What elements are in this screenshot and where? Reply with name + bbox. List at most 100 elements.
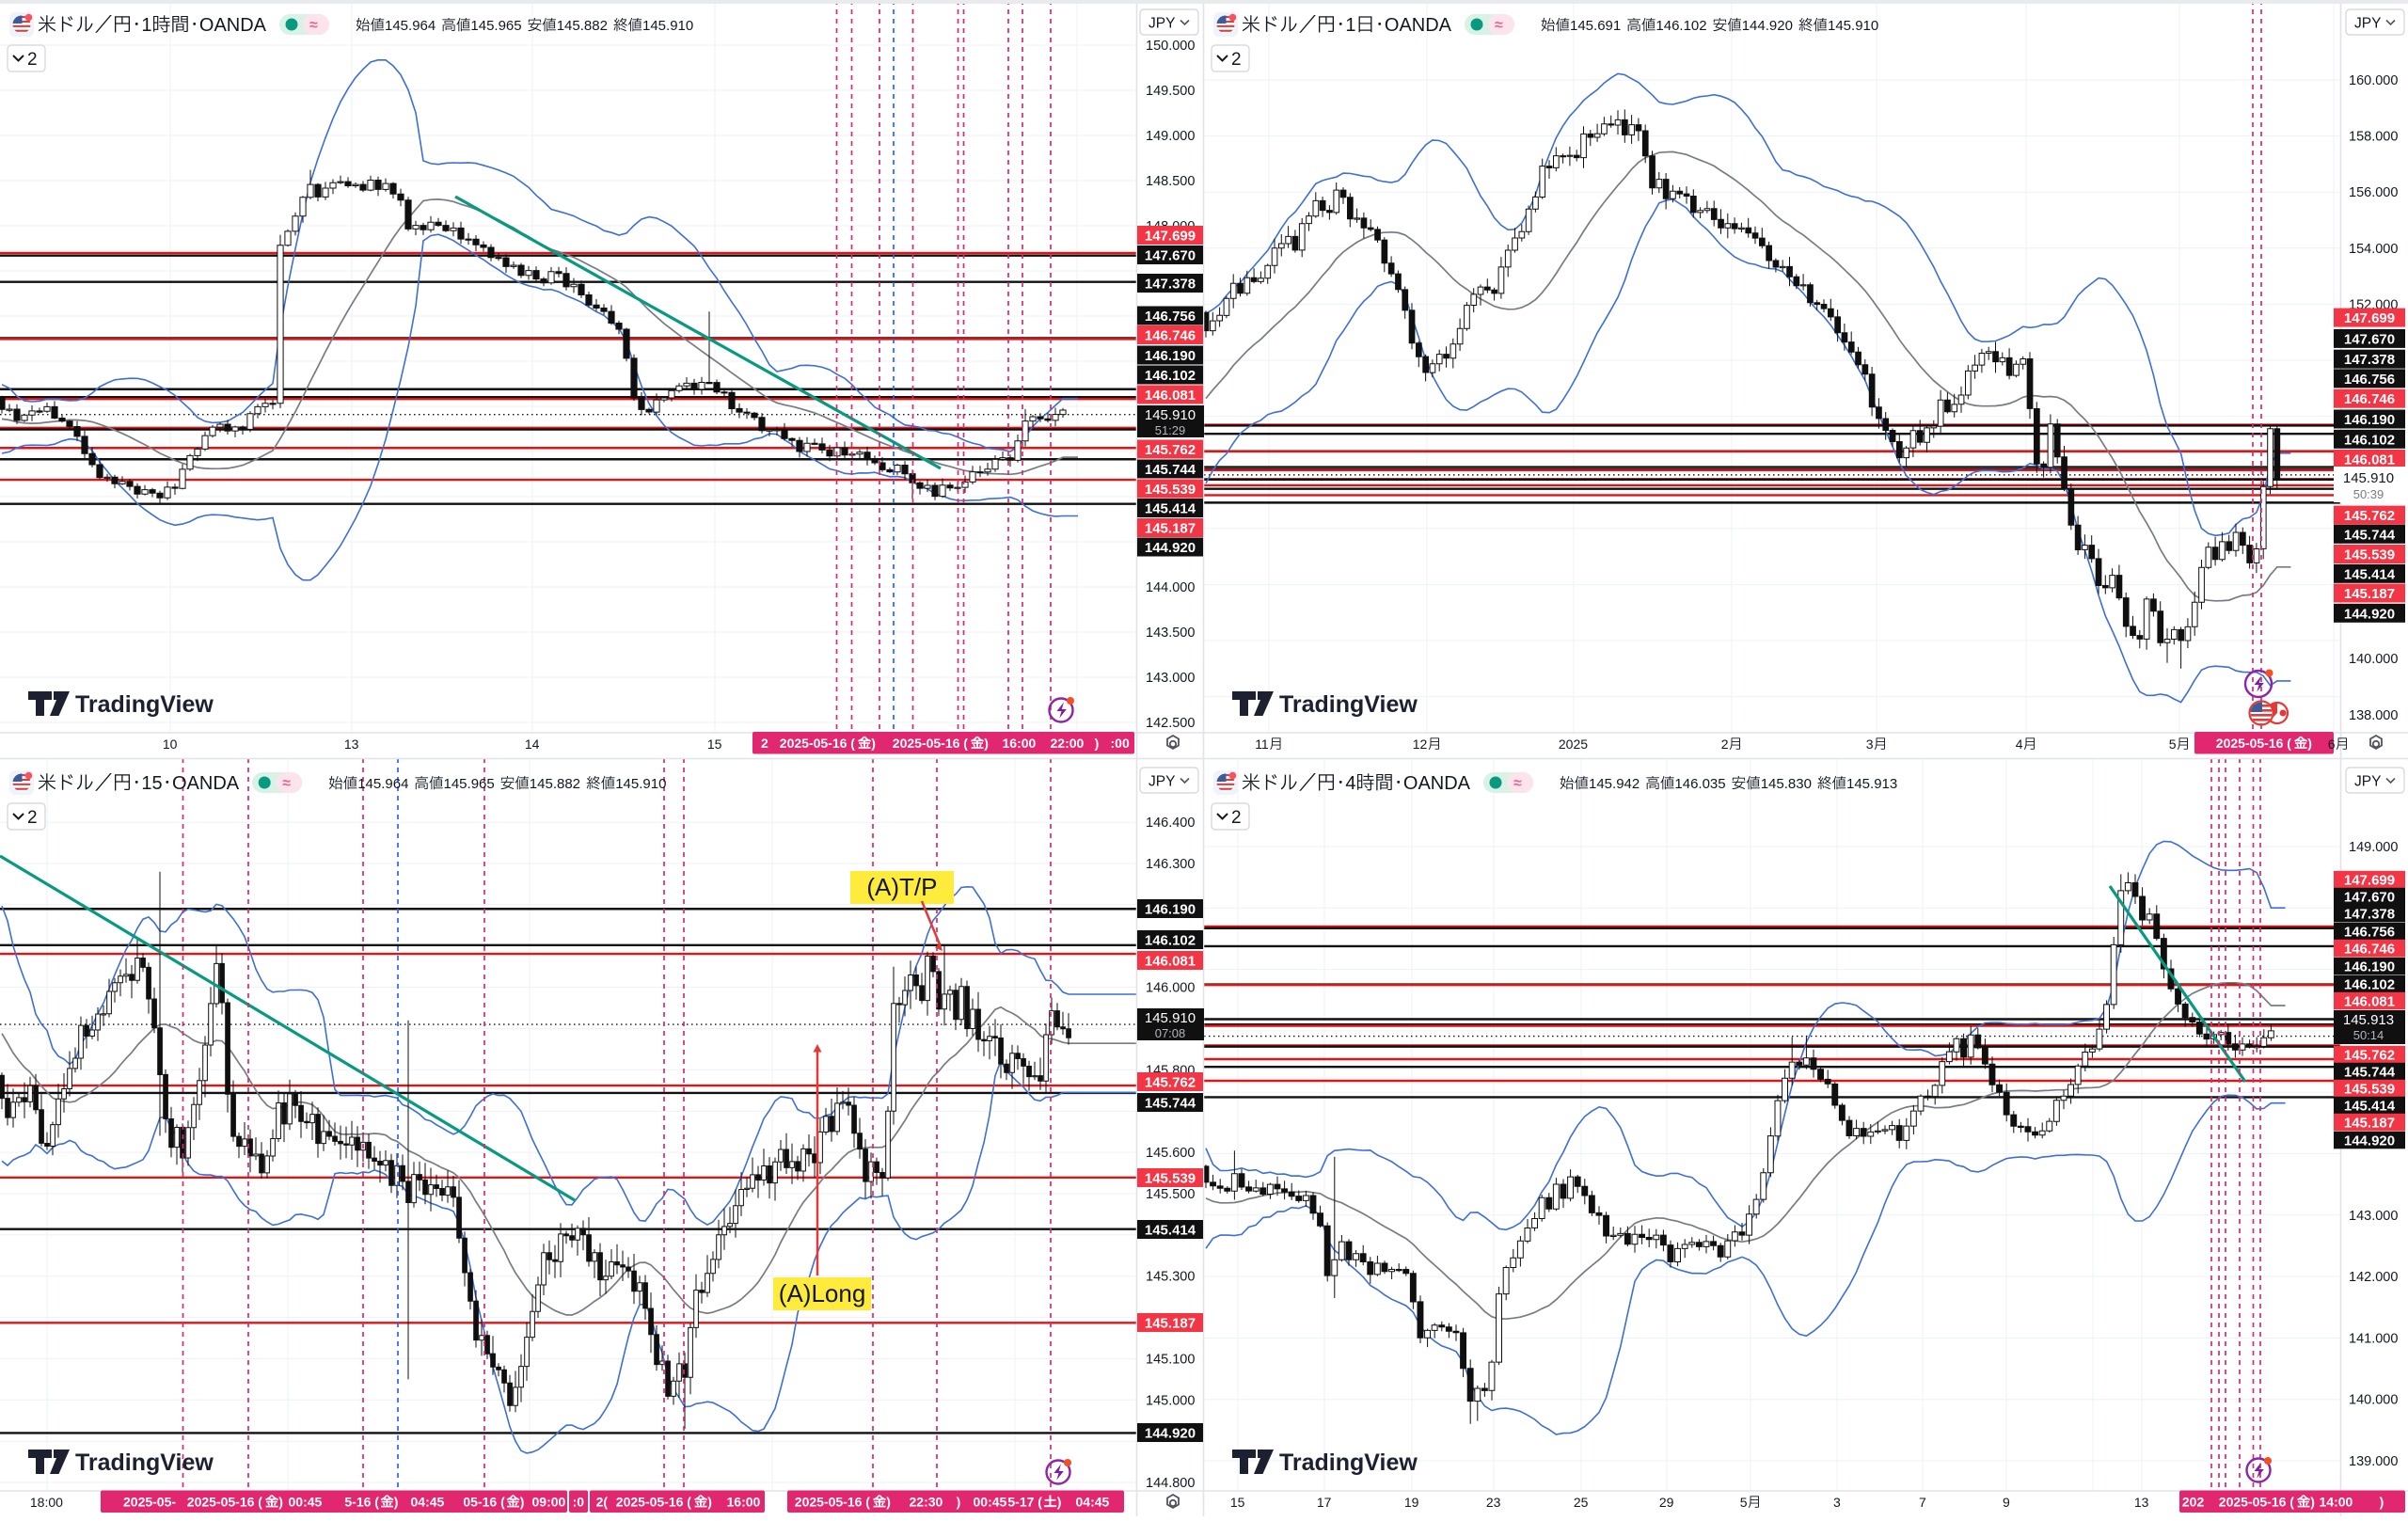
svg-text:): ) [871, 736, 876, 751]
svg-text:145.187: 145.187 [1145, 1316, 1196, 1332]
svg-text:05-16 (: 05-16 ( [463, 1495, 505, 1510]
svg-text:2(: 2( [596, 1495, 609, 1510]
svg-text:150.000: 150.000 [1146, 39, 1195, 54]
svg-text:(A)T/P: (A)T/P [866, 873, 937, 901]
svg-text:15: 15 [707, 737, 722, 752]
svg-text:145.910: 145.910 [2343, 470, 2394, 486]
svg-text:2: 2 [27, 808, 38, 828]
svg-text:146.746: 146.746 [1145, 328, 1196, 344]
svg-text:147.699: 147.699 [2344, 310, 2395, 326]
svg-text:144.000: 144.000 [1146, 580, 1195, 595]
svg-text:25: 25 [1574, 1495, 1589, 1510]
svg-text:146.081: 146.081 [2344, 994, 2395, 1010]
svg-text:04:45: 04:45 [1076, 1495, 1110, 1510]
svg-text:146.081: 146.081 [1145, 388, 1196, 404]
svg-text:143.500: 143.500 [1146, 626, 1195, 641]
svg-text:): ) [2307, 736, 2312, 751]
svg-text:1: 1 [141, 15, 151, 36]
svg-text:145.414: 145.414 [2344, 566, 2396, 582]
svg-text:4: 4 [1345, 773, 1355, 794]
svg-text:11: 11 [1255, 737, 1269, 752]
svg-text:145.913: 145.913 [2343, 1012, 2394, 1028]
svg-text:145.500: 145.500 [1146, 1187, 1195, 1202]
svg-text:7: 7 [1919, 1495, 1926, 1510]
svg-text:145.910: 145.910 [642, 18, 693, 34]
svg-text:2: 2 [1231, 50, 1242, 70]
svg-text:145.830: 145.830 [1761, 776, 1812, 792]
svg-text:18:00: 18:00 [30, 1495, 63, 1510]
svg-text:143.000: 143.000 [2349, 1209, 2398, 1224]
svg-text:140.000: 140.000 [2349, 1393, 2398, 1408]
svg-text:146.756: 146.756 [2344, 925, 2395, 941]
svg-text:5-17 (: 5-17 ( [1007, 1495, 1042, 1510]
svg-text:149.000: 149.000 [2349, 840, 2398, 855]
svg-text:145.964: 145.964 [385, 18, 436, 34]
svg-text:22:30: 22:30 [910, 1495, 943, 1510]
svg-text:6: 6 [2328, 737, 2336, 752]
svg-text:145.964: 145.964 [357, 776, 408, 792]
svg-text:145.300: 145.300 [1146, 1270, 1195, 1285]
svg-text:144.920: 144.920 [1145, 540, 1196, 556]
svg-text:OANDA: OANDA [1385, 15, 1452, 36]
svg-text:50:39: 50:39 [2353, 487, 2384, 501]
svg-text:145.744: 145.744 [2344, 1065, 2396, 1081]
svg-text:TradingView: TradingView [75, 691, 214, 718]
svg-text:OANDA: OANDA [172, 773, 240, 794]
svg-text:144.800: 144.800 [1146, 1476, 1195, 1491]
svg-text:51:29: 51:29 [1155, 423, 1186, 437]
svg-text:145.882: 145.882 [557, 18, 608, 34]
svg-text:145.414: 145.414 [1145, 1223, 1196, 1239]
svg-text:140.000: 140.000 [2349, 652, 2398, 667]
svg-text:145.539: 145.539 [2344, 1082, 2395, 1098]
svg-text:): ) [1057, 1495, 1062, 1510]
svg-text:145.600: 145.600 [1146, 1146, 1195, 1161]
svg-text:2025-05-16 (: 2025-05-16 ( [2216, 736, 2292, 751]
svg-text:145.910: 145.910 [1145, 1010, 1196, 1026]
svg-text:145.762: 145.762 [1145, 442, 1196, 458]
svg-text:OANDA: OANDA [199, 15, 267, 36]
svg-text:146.756: 146.756 [1145, 309, 1196, 325]
svg-text:146.000: 146.000 [1146, 981, 1195, 996]
svg-text:16:00: 16:00 [727, 1495, 761, 1510]
svg-text:145.744: 145.744 [1145, 462, 1196, 478]
svg-text:50:14: 50:14 [2353, 1028, 2384, 1042]
svg-text:160.000: 160.000 [2349, 73, 2398, 88]
svg-text:14:00: 14:00 [2320, 1495, 2353, 1510]
svg-text:146.190: 146.190 [2344, 412, 2395, 428]
svg-text:3: 3 [1833, 1495, 1841, 1510]
svg-text:146.190: 146.190 [1145, 348, 1196, 364]
svg-text:≈: ≈ [1495, 18, 1503, 34]
svg-text:2025-05-16 (: 2025-05-16 ( [187, 1495, 263, 1510]
svg-text:138.000: 138.000 [2349, 708, 2398, 723]
svg-text:144.920: 144.920 [1742, 18, 1793, 34]
svg-text:): ) [984, 736, 989, 751]
svg-text:146.190: 146.190 [1145, 902, 1196, 918]
svg-text:145.539: 145.539 [1145, 1171, 1196, 1187]
svg-text:145.414: 145.414 [2344, 1099, 2396, 1115]
svg-text:4: 4 [2016, 737, 2023, 752]
svg-text:146.756: 146.756 [2344, 372, 2395, 388]
svg-text:1: 1 [1345, 15, 1355, 36]
svg-text:2025-05-16 (: 2025-05-16 ( [2219, 1495, 2295, 1510]
svg-text:23: 23 [1486, 1495, 1501, 1510]
svg-text:2: 2 [27, 50, 38, 70]
svg-text:(A)Long: (A)Long [779, 1279, 866, 1307]
svg-text:TradingView: TradingView [1279, 691, 1418, 718]
svg-text:146.081: 146.081 [1145, 954, 1196, 970]
svg-text:146.102: 146.102 [1145, 933, 1196, 949]
svg-text:2: 2 [1721, 737, 1729, 752]
svg-text:144.920: 144.920 [1145, 1426, 1196, 1442]
svg-text:145.000: 145.000 [1146, 1393, 1195, 1408]
svg-text:145.539: 145.539 [1145, 482, 1196, 498]
svg-text:): ) [2310, 1495, 2315, 1510]
svg-text:146.400: 146.400 [1146, 816, 1195, 831]
svg-text:202: 202 [2182, 1495, 2205, 1510]
svg-text:14: 14 [525, 737, 540, 752]
svg-text:156.000: 156.000 [2349, 185, 2398, 200]
svg-text:3: 3 [1866, 737, 1874, 752]
svg-text:2025-05-: 2025-05- [123, 1495, 176, 1510]
svg-text:): ) [394, 1495, 399, 1510]
svg-text:145.539: 145.539 [2344, 547, 2395, 563]
svg-text:145.744: 145.744 [2344, 527, 2396, 543]
svg-text:00:45: 00:45 [289, 1495, 323, 1510]
